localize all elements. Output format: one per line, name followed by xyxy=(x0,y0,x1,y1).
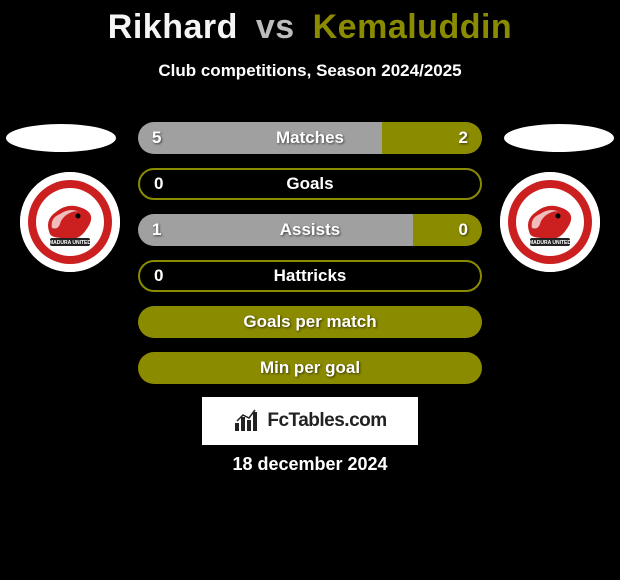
club-crest-icon: MADURA UNITED xyxy=(500,172,600,272)
stat-value-left: 1 xyxy=(138,214,175,246)
logo-text: FcTables.com xyxy=(267,410,386,432)
stat-value-right: 2 xyxy=(445,122,482,154)
stat-label: Matches xyxy=(138,122,482,154)
stat-value-left: 5 xyxy=(138,122,175,154)
player1-ellipse xyxy=(6,124,116,152)
stat-row-min-per-goal: Min per goal xyxy=(138,352,482,384)
subtitle: Club competitions, Season 2024/2025 xyxy=(0,61,620,81)
stat-row-hattricks: Hattricks0 xyxy=(138,260,482,292)
player2-club-badge: MADURA UNITED xyxy=(500,172,600,272)
stat-value-left: 0 xyxy=(140,262,177,290)
comparison-title: Rikhard vs Kemaluddin xyxy=(0,8,620,47)
stat-label: Min per goal xyxy=(138,352,482,384)
stat-row-goals-per-match: Goals per match xyxy=(138,306,482,338)
header: Rikhard vs Kemaluddin Club competitions,… xyxy=(0,0,620,81)
stat-label: Goals per match xyxy=(138,306,482,338)
stat-value-left: 0 xyxy=(140,170,177,198)
svg-text:MADURA UNITED: MADURA UNITED xyxy=(49,240,91,246)
stat-row-assists: Assists1 0 xyxy=(138,214,482,246)
vs-text: vs xyxy=(256,8,295,46)
stat-label: Hattricks xyxy=(140,262,480,290)
stat-label: Assists xyxy=(138,214,482,246)
player2-ellipse xyxy=(504,124,614,152)
stat-value-right: 0 xyxy=(445,214,482,246)
stat-row-goals: Goals0 xyxy=(138,168,482,200)
stat-label: Goals xyxy=(140,170,480,198)
fctables-logo: FcTables.com xyxy=(202,397,418,445)
stat-row-matches: Matches5 2 xyxy=(138,122,482,154)
svg-text:MADURA UNITED: MADURA UNITED xyxy=(529,240,571,246)
player1-name: Rikhard xyxy=(108,8,238,46)
player2-name: Kemaluddin xyxy=(313,8,513,46)
bars-icon xyxy=(233,409,261,433)
player1-club-badge: MADURA UNITED xyxy=(20,172,120,272)
stats-container: Matches52Goals0Assists10Hattricks0Goals … xyxy=(138,122,482,398)
club-crest-icon: MADURA UNITED xyxy=(20,172,120,272)
date-text: 18 december 2024 xyxy=(0,454,620,475)
